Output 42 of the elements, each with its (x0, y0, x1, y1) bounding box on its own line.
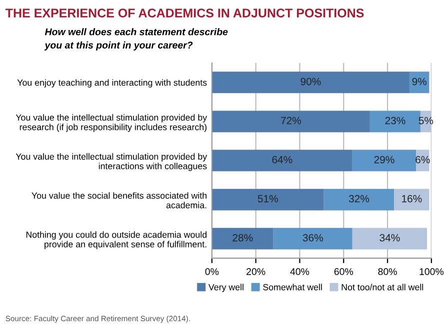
bar (273, 228, 352, 250)
text: 16% (402, 195, 422, 202)
chart-subtitle: How well does each statement describe you at this point in your career? (44, 28, 228, 50)
bar (212, 150, 352, 172)
text: 90% (300, 78, 321, 86)
text: 5% (418, 116, 434, 124)
text: 51% (258, 195, 278, 202)
y-tick-label: You enjoy teaching and interacting with students (17, 79, 207, 88)
text: 34% (380, 234, 400, 242)
bar (324, 188, 394, 210)
text: 9% (412, 78, 427, 86)
text: 6% (416, 156, 430, 164)
bar (370, 110, 420, 132)
y-tick-label: You value the social benefits associated with academia. (32, 192, 206, 208)
x-tick-label: 100% (420, 268, 444, 276)
text: 64% (272, 156, 292, 164)
text: 29% (374, 156, 394, 164)
x-tick-label: 80% (378, 268, 397, 276)
y-tick-label: You value the intellectual stimulation provided by research (if job responsibility includes research) (16, 114, 208, 132)
text: 72% (281, 116, 301, 124)
x-tick-label: 20% (246, 268, 266, 276)
chart-title: THE EXPERIENCE OF ACADEMICS IN ADJUNCT POSITIONS (6, 8, 364, 18)
y-tick-label: You value the intellectual stimulation provided by interactions with colleagues (16, 153, 208, 172)
legend-label: Not too/not at all well (342, 284, 424, 290)
x-tick-label: 0% (205, 268, 219, 276)
bar (212, 110, 370, 132)
legend-label: Very well (208, 284, 244, 292)
legend-label: Somewhat well (263, 284, 322, 290)
text: 32% (348, 195, 370, 202)
text: 28% (232, 234, 253, 242)
bar (352, 228, 428, 250)
bar (212, 72, 410, 94)
bar (212, 228, 274, 250)
x-tick-label: 60% (334, 268, 353, 276)
text: 23% (385, 116, 406, 124)
text: 36% (302, 234, 323, 242)
x-tick-label: 40% (290, 268, 310, 276)
bar (352, 150, 416, 172)
bar (409, 72, 430, 94)
bar (212, 188, 324, 210)
bar (394, 188, 430, 210)
y-tick-label: Nothing you could do outside academia would provide an equivalent sense of fulfillment. (26, 231, 206, 250)
